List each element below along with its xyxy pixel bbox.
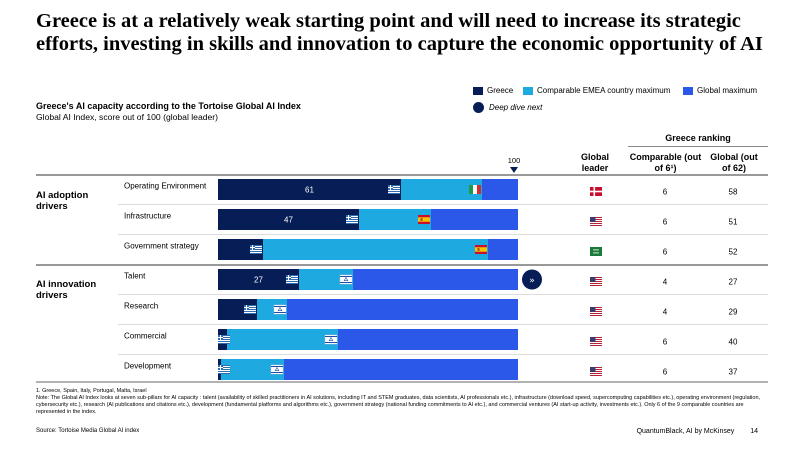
footnote-source: Source: Tortoise Media Global AI index (36, 428, 140, 434)
legend: Greece Comparable EMEA country maximum G… (473, 86, 773, 116)
deep-dive-icon (522, 269, 542, 290)
pillar-label: Talent (124, 272, 146, 281)
rank-global: 27 (729, 278, 738, 287)
header-global-leader: Global leader (580, 152, 609, 173)
pillar-label: Government strategy (124, 242, 199, 251)
israel-flag-icon (273, 304, 287, 315)
bar-greece (218, 299, 257, 320)
legend-label-global: Global maximum (697, 86, 758, 95)
rank-global: 29 (729, 308, 738, 317)
greece-flag-icon (346, 215, 358, 224)
footnote-note: Note: The Global AI Index looks at seven… (36, 395, 761, 415)
rank-global: 40 (729, 338, 738, 347)
legend-item-emea: Comparable EMEA country maximum (523, 86, 670, 95)
rank-comparable: 6 (663, 368, 668, 377)
rank-comparable: 6 (663, 218, 668, 227)
group-label-innovation: AI innovation drivers (36, 279, 97, 301)
deep-dive-dot-icon (473, 102, 484, 113)
israel-flag-icon (324, 334, 338, 345)
greece-value-label: 27 (254, 276, 263, 285)
pillar-label: Commercial (124, 332, 167, 341)
pillar-label: Operating Environment (124, 182, 207, 191)
chart-title: Greece's AI capacity according to the To… (36, 101, 301, 111)
legend-label-deep-dive: Deep dive next (489, 103, 543, 112)
rank-comparable: 4 (663, 278, 668, 287)
bar-greece (218, 209, 359, 230)
spain-flag-icon (418, 215, 430, 224)
greece-flag-icon (388, 185, 400, 194)
bar-global (218, 299, 518, 320)
brand-footer: QuantumBlack, AI by McKinsey 14 (637, 428, 758, 435)
bar-emea (218, 239, 488, 260)
page-title: Greece is at a relatively weak starting … (36, 10, 763, 55)
leader-flag-denmark-icon (590, 187, 602, 196)
rank-global: 58 (729, 188, 738, 197)
bar-greece (218, 239, 263, 260)
legend-swatch-emea (523, 86, 533, 95)
bar-emea (218, 329, 338, 350)
leader-flag-usa-icon (590, 307, 602, 316)
rank-comparable: 4 (663, 308, 668, 317)
greece-flag-icon (250, 245, 262, 254)
bar-emea (218, 359, 284, 380)
rank-comparable: 6 (663, 338, 668, 347)
legend-swatch-greece (473, 86, 483, 95)
pillar-label: Infrastructure (124, 212, 172, 221)
greece-flag-icon (218, 335, 230, 344)
deep-dive-chevron-icon: » (529, 276, 535, 286)
rank-comparable: 6 (663, 188, 668, 197)
bar-greece (218, 179, 401, 200)
leader-flag-usa-icon (590, 337, 602, 346)
legend-swatch-global (683, 86, 693, 95)
greece-value-label: 61 (305, 186, 314, 195)
leader-flag-usa-icon (590, 217, 602, 226)
italy-flag-icon (469, 185, 481, 194)
greece-flag-icon (218, 365, 230, 374)
bar-global (218, 359, 518, 380)
greece-flag-icon (244, 305, 256, 314)
max-marker-label: 100 (508, 156, 521, 165)
group-label-adoption: AI adoption drivers (36, 190, 89, 212)
greece-value-label: 47 (284, 216, 293, 225)
pillar-label: Research (124, 302, 158, 311)
brand-name: QuantumBlack, AI by McKinsey (636, 428, 735, 435)
leader-flag-saudi-arabia-icon (590, 247, 602, 256)
legend-item-deep-dive: Deep dive next (473, 102, 542, 113)
max-marker-triangle-icon (510, 167, 518, 173)
rank-global: 52 (729, 248, 738, 257)
legend-item-greece: Greece (473, 86, 513, 95)
page-number: 14 (750, 428, 758, 435)
header-global: Global (out of 62) (710, 152, 758, 173)
leader-flag-usa-icon (590, 277, 602, 286)
legend-item-global: Global maximum (683, 86, 757, 95)
leader-flag-usa-icon (590, 367, 602, 376)
rank-global: 37 (729, 368, 738, 377)
israel-flag-icon (339, 274, 353, 285)
legend-label-emea: Comparable EMEA country maximum (537, 86, 671, 95)
header-comparable: Comparable (out of 6¹) (629, 152, 702, 173)
pillar-label: Development (124, 362, 172, 371)
footnote-1: 1. Greece, Spain, Italy, Portugal, Malta… (36, 388, 147, 394)
legend-label-greece: Greece (487, 86, 514, 95)
header-greece-ranking: Greece ranking (665, 133, 731, 143)
israel-flag-icon (270, 364, 284, 375)
header-divider (628, 146, 768, 147)
chart-subtitle: Global AI Index, score out of 100 (globa… (36, 112, 219, 122)
spain-flag-icon (475, 245, 487, 254)
greece-flag-icon (286, 275, 298, 284)
rank-global: 51 (729, 218, 738, 227)
bar-greece (218, 269, 299, 290)
rank-comparable: 6 (663, 248, 668, 257)
